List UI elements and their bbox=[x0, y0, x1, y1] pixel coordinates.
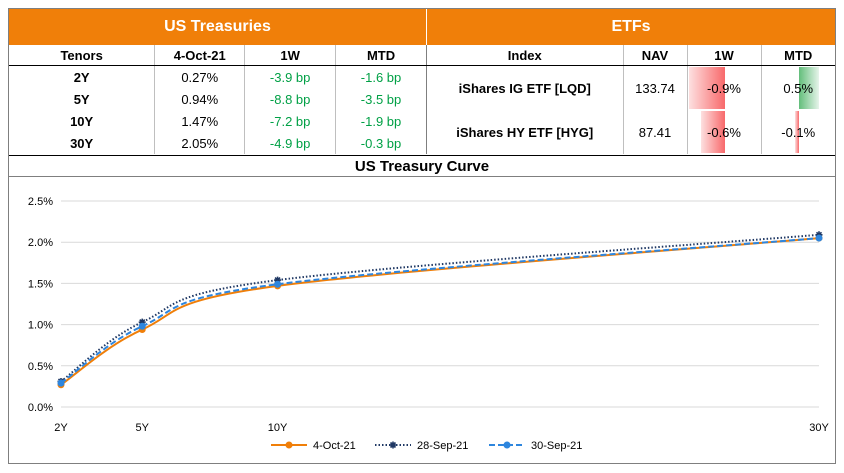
series-line bbox=[60, 237, 820, 386]
tenor-cell: 30Y bbox=[9, 132, 156, 154]
us-treasuries-title: US Treasuries bbox=[164, 18, 271, 35]
change-mtd-cell: -1.9 bp bbox=[335, 110, 427, 132]
treasuries-table: Tenors 4-Oct-21 1W MTD 2Y 0.27% -3.9 bp … bbox=[9, 45, 427, 154]
change-mtd-cell: -3.5 bp bbox=[335, 88, 427, 110]
series-line bbox=[60, 237, 820, 384]
legend-marker bbox=[285, 441, 293, 449]
etf-index-cell: iShares HY ETF [HYG] bbox=[427, 110, 624, 154]
tenor-cell: 10Y bbox=[9, 110, 156, 132]
data-point bbox=[138, 318, 146, 326]
tenor-cell: 2Y bbox=[9, 65, 156, 88]
change-mtd-cell: -0.3 bp bbox=[335, 132, 427, 154]
treasury-curve-chart: 0.0% 0.5% 1.0% 1.5% 2.0% 2.5% 2Y 5Y 10Y 30Y 4-Oct-… bbox=[28, 196, 830, 452]
data-point bbox=[57, 379, 65, 387]
tenor-cell: 5Y bbox=[9, 88, 156, 110]
table-row: 10Y 1.47% -7.2 bp -1.9 bp bbox=[9, 110, 427, 132]
data-point bbox=[274, 280, 282, 288]
etfs-header-row: Index NAV 1W MTD bbox=[427, 45, 835, 66]
etf-mtd-value: 0.5% bbox=[783, 80, 814, 96]
etf-mtd-databar bbox=[794, 111, 799, 153]
header-1w: 1W bbox=[687, 45, 762, 66]
x-tick-label: 30Y bbox=[809, 422, 829, 434]
yield-cell: 0.94% bbox=[154, 88, 246, 110]
data-point bbox=[138, 322, 146, 330]
change-1w-cell: -4.9 bp bbox=[244, 132, 337, 154]
y-tick-label: 0.5% bbox=[28, 361, 53, 373]
x-tick-label: 10Y bbox=[268, 422, 288, 434]
table-row: iShares HY ETF [HYG] 87.41 -0.6% -0.1% bbox=[427, 110, 835, 154]
change-1w-cell: -8.8 bp bbox=[244, 88, 337, 110]
header-nav: NAV bbox=[623, 45, 688, 66]
y-tick-label: 2.5% bbox=[28, 196, 53, 208]
yield-cell: 0.27% bbox=[154, 65, 246, 88]
yield-cell: 1.47% bbox=[154, 110, 246, 132]
data-point bbox=[274, 276, 282, 284]
etf-mtd-cell: -0.1% bbox=[761, 110, 835, 154]
etf-nav-cell: 133.74 bbox=[623, 65, 688, 110]
etf-index-cell: iShares IG ETF [LQD] bbox=[427, 65, 624, 110]
etf-mtd-cell: 0.5% bbox=[761, 66, 835, 111]
etf-1w-cell: -0.6% bbox=[687, 110, 762, 154]
legend-label: 30-Sep-21 bbox=[531, 440, 582, 452]
etf-1w-value: -0.9% bbox=[707, 80, 741, 96]
table-row: 2Y 0.27% -3.9 bp -1.6 bp bbox=[9, 65, 427, 88]
etf-mtd-value: -0.1% bbox=[781, 124, 816, 140]
header-tenors: Tenors bbox=[9, 45, 156, 66]
change-mtd-cell: -1.6 bp bbox=[335, 65, 427, 88]
change-1w-cell: -3.9 bp bbox=[244, 65, 337, 88]
x-tick-label: 2Y bbox=[54, 422, 68, 434]
dashboard-frame: US Treasuries ETFs Tenors 4-Oct-21 1W MT… bbox=[8, 8, 836, 464]
y-tick-label: 1.0% bbox=[28, 320, 53, 332]
table-row: 30Y 2.05% -4.9 bp -0.3 bp bbox=[9, 132, 427, 154]
header-1w: 1W bbox=[244, 45, 337, 66]
y-tick-label: 2.0% bbox=[28, 237, 53, 249]
etf-mtd-databar bbox=[798, 67, 819, 109]
chart-title: US Treasury Curve bbox=[9, 155, 835, 177]
legend-label: 28-Sep-21 bbox=[417, 440, 468, 452]
etf-1w-databar bbox=[700, 111, 725, 153]
legend-label: 4-Oct-21 bbox=[313, 440, 356, 452]
etfs-banner: ETFs bbox=[427, 9, 835, 45]
data-point bbox=[815, 234, 823, 242]
us-treasuries-banner: US Treasuries bbox=[9, 9, 427, 45]
etf-1w-value: -0.6% bbox=[707, 124, 741, 140]
series-line bbox=[60, 233, 820, 383]
etf-1w-databar bbox=[688, 67, 725, 109]
legend-marker bbox=[389, 441, 397, 449]
legend-marker bbox=[503, 441, 511, 449]
header-mtd: MTD bbox=[761, 45, 835, 66]
etf-nav-cell: 87.41 bbox=[623, 110, 688, 154]
table-row: 5Y 0.94% -8.8 bp -3.5 bp bbox=[9, 88, 427, 110]
yield-cell: 2.05% bbox=[154, 132, 246, 154]
y-tick-label: 1.5% bbox=[28, 278, 53, 290]
etfs-title: ETFs bbox=[611, 18, 651, 35]
change-1w-cell: -7.2 bp bbox=[244, 110, 337, 132]
etfs-table: Index NAV 1W MTD iShares IG ETF [LQD] 13… bbox=[427, 45, 835, 154]
treasuries-header-row: Tenors 4-Oct-21 1W MTD bbox=[9, 45, 427, 66]
header-index: Index bbox=[427, 45, 624, 66]
etf-1w-cell: -0.9% bbox=[687, 65, 762, 110]
x-tick-label: 5Y bbox=[135, 422, 149, 434]
header-mtd: MTD bbox=[335, 45, 427, 66]
table-row: iShares IG ETF [LQD] 133.74 -0.9% 0.5% bbox=[427, 65, 835, 111]
y-tick-label: 0.0% bbox=[28, 402, 53, 414]
header-date: 4-Oct-21 bbox=[154, 45, 246, 66]
